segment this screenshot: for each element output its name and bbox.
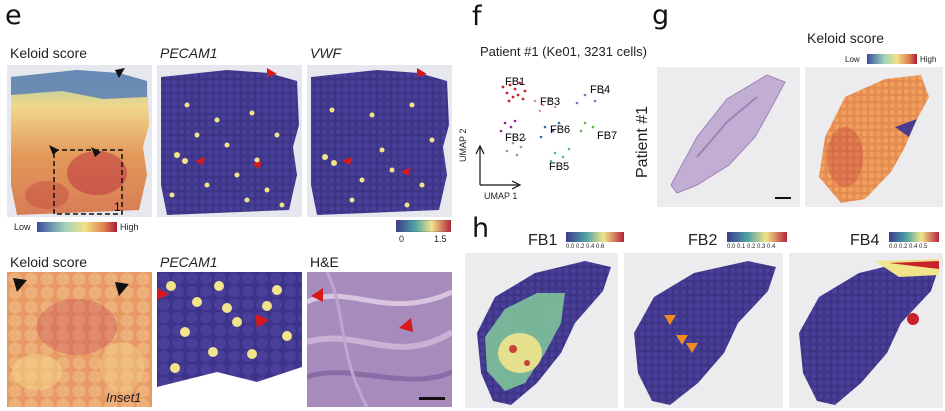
h-fb4-colorbar [889, 232, 939, 242]
arrowhead-orange [686, 343, 698, 353]
umap-y-label: UMAP 2 [458, 128, 468, 162]
h-fb1-colorbar [566, 232, 624, 242]
h-fb2-title: FB2 [688, 232, 718, 249]
arrowhead-red [195, 157, 205, 165]
cluster-fb2 [499, 119, 517, 133]
h-fb4-ticks: 0.0 0.2 0.4 0.5 [889, 244, 928, 250]
cluster-label-fb1: FB1 [505, 76, 525, 88]
inset-pecam1-map [157, 272, 302, 407]
panel-label-f: f [472, 1, 482, 32]
arrowhead-black [49, 145, 59, 155]
h-fb2-colorbar [727, 232, 787, 242]
g-he-image [657, 67, 800, 207]
cluster-fb6 [539, 121, 561, 139]
inset-box [53, 149, 123, 215]
arrowhead-red [342, 157, 352, 165]
g-colorbar [867, 54, 917, 64]
cluster-fb5 [549, 147, 571, 163]
g-colorbar-high: High [920, 55, 937, 64]
pecam1-map [157, 65, 302, 217]
h-fb4-map [789, 253, 943, 408]
inset-label: Inset1 [106, 390, 142, 405]
arrowhead-red [267, 68, 277, 77]
h-fb1-ticks: 0.0 0.2 0.4 0.6 [566, 244, 605, 250]
cluster-label-fb2: FB2 [505, 132, 525, 144]
arrowhead-red [252, 161, 262, 169]
umap-x-label: UMAP 1 [484, 191, 518, 201]
vwf-map [307, 65, 452, 217]
keloid-score-title: Keloid score [10, 45, 88, 61]
g-title: Keloid score [807, 30, 885, 46]
cluster-label-fb5: FB5 [549, 161, 569, 173]
arrowhead-red [399, 318, 413, 332]
arrowhead-red [255, 314, 269, 328]
scale-bar [419, 397, 445, 400]
he-title: H&E [310, 254, 339, 270]
arrowhead-black [91, 147, 101, 157]
panel-label-g: g [652, 0, 670, 31]
colorbar-high-label: High [120, 222, 139, 232]
expression-colorbar [396, 220, 451, 232]
he-image [307, 272, 452, 407]
colorbar-low-label: Low [14, 222, 31, 232]
umap-axes [475, 144, 522, 190]
colorbar-tick-1.5: 1.5 [434, 234, 447, 244]
g-keloid-map [805, 67, 943, 207]
h-fb1-title: FB1 [528, 232, 558, 249]
cluster-label-fb6: FB6 [550, 124, 570, 136]
g-scale-bar [775, 197, 791, 199]
h-fb4-title: FB4 [850, 232, 880, 249]
keloid-colorbar [37, 222, 117, 232]
arrowhead-red [401, 168, 411, 176]
keloid-score-map: 1 [7, 65, 152, 217]
cluster-label-fb7: FB7 [597, 130, 617, 142]
h-fb1-map [465, 253, 618, 408]
colorbar-tick-0: 0 [399, 234, 405, 244]
cluster-label-fb4: FB4 [590, 84, 610, 96]
panel-label-h: h [472, 213, 490, 244]
inset-keloid-title: Keloid score [10, 254, 88, 270]
arrowhead-red [311, 288, 323, 302]
umap-title: Patient #1 (Ke01, 3231 cells) [480, 44, 647, 59]
inset-keloid-map [7, 272, 152, 407]
arrowhead-orange [676, 335, 688, 345]
inset-pecam1-title: PECAM1 [160, 254, 218, 270]
cluster-fb3 [533, 97, 557, 113]
h-fb2-map [624, 253, 783, 408]
h-fb2-ticks: 0.0 0.1 0.2 0.3 0.4 [727, 244, 776, 250]
cluster-label-fb3: FB3 [540, 96, 560, 108]
arrowhead-black [13, 278, 27, 292]
inset-number: 1 [114, 200, 121, 214]
arrowhead-red [417, 68, 427, 77]
arrowhead-black [115, 68, 125, 78]
cluster-grey [505, 137, 527, 157]
g-colorbar-low: Low [845, 55, 860, 64]
pecam1-title: PECAM1 [160, 45, 218, 61]
g-side-label: Patient #1 [634, 105, 651, 178]
cluster-fb7 [579, 121, 595, 133]
arrowhead-red [157, 288, 169, 300]
cluster-fb1 [501, 81, 527, 103]
arrowhead-orange [664, 315, 676, 325]
arrowhead-black [115, 282, 129, 296]
vwf-title: VWF [310, 45, 342, 61]
panel-label-e: e [5, 0, 22, 31]
cluster-fb4 [575, 91, 605, 105]
umap-plot: FB1 FB3 FB4 FB2 FB6 FB7 FB5 [499, 76, 617, 173]
